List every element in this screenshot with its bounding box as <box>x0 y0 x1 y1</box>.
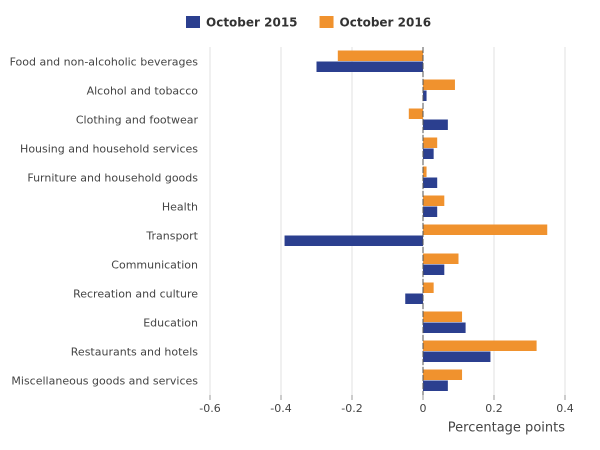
x-tick-label: 0 <box>420 402 427 415</box>
y-tick-label: Miscellaneous goods and services <box>11 374 198 387</box>
bar <box>405 293 423 304</box>
bar <box>423 224 548 235</box>
y-tick-label: Alcohol and tobacco <box>86 84 198 97</box>
bar <box>284 235 423 246</box>
bar <box>337 50 423 61</box>
y-tick-label: Restaurants and hotels <box>70 345 198 358</box>
bar <box>423 195 445 206</box>
bar <box>423 119 448 130</box>
bar <box>423 369 463 380</box>
legend-label: October 2016 <box>340 16 432 30</box>
bar <box>423 311 463 322</box>
bar <box>423 253 459 264</box>
legend-swatch <box>319 16 334 28</box>
x-tick-label: 0.4 <box>556 402 574 415</box>
bar <box>423 90 427 101</box>
bar <box>423 351 491 362</box>
bar <box>423 340 537 351</box>
bar <box>423 264 445 275</box>
x-tick-label: -0.6 <box>199 402 220 415</box>
y-tick-label: Housing and household services <box>20 142 198 155</box>
bar <box>423 148 434 159</box>
bar <box>423 166 427 177</box>
bar <box>423 322 466 333</box>
y-tick-label: Health <box>161 200 198 213</box>
bar <box>423 79 455 90</box>
bar <box>423 206 438 217</box>
bar <box>408 108 423 119</box>
y-tick-label: Communication <box>111 258 198 271</box>
y-tick-label: Recreation and culture <box>73 287 198 300</box>
bar <box>423 137 438 148</box>
x-tick-label: -0.2 <box>341 402 362 415</box>
bar <box>423 380 448 391</box>
bar <box>316 61 423 72</box>
x-tick-label: 0.2 <box>485 402 503 415</box>
x-tick-label: -0.4 <box>270 402 291 415</box>
legend-swatch <box>186 16 200 28</box>
y-tick-label: Furniture and household goods <box>27 171 198 184</box>
y-tick-label: Clothing and footwear <box>75 113 198 126</box>
y-tick-label: Education <box>143 316 198 329</box>
y-tick-label: Transport <box>146 229 198 242</box>
legend-label: October 2015 <box>206 16 298 30</box>
bar <box>423 177 438 188</box>
y-tick-label: Food and non-alcoholic beverages <box>9 55 198 68</box>
bar <box>423 282 434 293</box>
x-axis-label: Percentage points <box>448 421 565 436</box>
